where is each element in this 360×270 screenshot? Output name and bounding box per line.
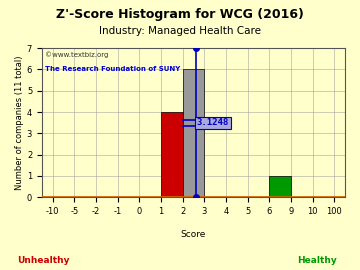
Bar <box>269 176 291 197</box>
Bar <box>183 69 204 197</box>
Text: Unhealthy: Unhealthy <box>17 256 69 265</box>
Text: Healthy: Healthy <box>297 256 337 265</box>
Text: 3.1248: 3.1248 <box>197 118 229 127</box>
Text: Z'-Score Histogram for WCG (2016): Z'-Score Histogram for WCG (2016) <box>56 8 304 21</box>
X-axis label: Score: Score <box>181 230 206 239</box>
Text: ©www.textbiz.org: ©www.textbiz.org <box>45 51 108 58</box>
Bar <box>161 112 183 197</box>
Text: Industry: Managed Health Care: Industry: Managed Health Care <box>99 26 261 36</box>
Text: The Research Foundation of SUNY: The Research Foundation of SUNY <box>45 66 180 72</box>
Y-axis label: Number of companies (11 total): Number of companies (11 total) <box>15 55 24 190</box>
